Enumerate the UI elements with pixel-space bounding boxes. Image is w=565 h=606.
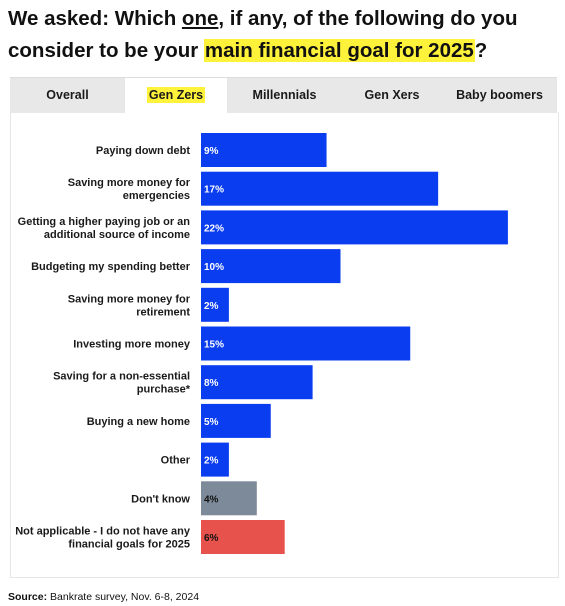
category-label: Paying down debt bbox=[96, 145, 190, 157]
category-label: Saving for a non-essential bbox=[53, 371, 190, 383]
category-label: Don't know bbox=[131, 493, 190, 505]
bar bbox=[201, 326, 411, 361]
bar bbox=[201, 403, 271, 438]
category-label: Other bbox=[161, 455, 191, 467]
bar bbox=[201, 481, 257, 516]
category-label: purchase* bbox=[137, 384, 191, 396]
bar-row: Other 2% bbox=[161, 442, 229, 477]
bar-row: Getting a higher paying job or anadditio… bbox=[18, 210, 508, 245]
source-note: Source: Bankrate survey, Nov. 6-8, 2024 bbox=[8, 591, 200, 603]
data-label: 8% bbox=[204, 378, 219, 389]
bar bbox=[201, 249, 341, 284]
tab-overall[interactable]: Overall bbox=[46, 88, 89, 102]
category-label: additional source of income bbox=[44, 229, 190, 241]
bar-row: Budgeting my spending better 10% bbox=[31, 249, 341, 284]
data-label: 17% bbox=[204, 185, 224, 196]
data-label: 15% bbox=[204, 340, 224, 351]
category-label: Not applicable - I do not have any bbox=[15, 526, 191, 538]
title-underlined-word: one bbox=[181, 7, 219, 30]
bar-row: Don't know 4% bbox=[131, 481, 257, 516]
data-label: 2% bbox=[204, 456, 219, 467]
category-label: Budgeting my spending better bbox=[31, 261, 191, 273]
data-label: 6% bbox=[204, 533, 219, 544]
bar-row: Investing more money 15% bbox=[73, 326, 411, 361]
bar-row: Buying a new home 5% bbox=[87, 403, 271, 438]
category-label: Investing more money bbox=[73, 339, 191, 351]
bar bbox=[201, 287, 229, 322]
bar bbox=[201, 210, 508, 245]
tab-millennials[interactable]: Millennials bbox=[252, 88, 317, 102]
data-label: 22% bbox=[204, 223, 224, 234]
bar-chart: Paying down debt 9%Saving more money fore… bbox=[15, 133, 508, 554]
category-label: financial goals for 2025 bbox=[68, 539, 190, 551]
category-label: Getting a higher paying job or an bbox=[18, 216, 191, 228]
tab-gen-zers[interactable]: Gen Zers bbox=[125, 78, 227, 113]
category-label: Saving more money for bbox=[68, 177, 191, 189]
chart-title: We asked: Which one, if any, of the foll… bbox=[8, 7, 518, 62]
data-label: 4% bbox=[204, 494, 219, 505]
category-label: Buying a new home bbox=[87, 416, 190, 428]
category-label: emergencies bbox=[123, 190, 190, 202]
category-label: Saving more money for bbox=[68, 293, 191, 305]
generation-tabs: Overall Gen Zers Millennials Gen Xers Ba… bbox=[10, 77, 557, 113]
chart-panel: Paying down debt 9% Saving more money for e… bbox=[10, 112, 559, 578]
tab-gen-xers[interactable]: Gen Xers bbox=[364, 88, 420, 102]
bar bbox=[201, 442, 229, 477]
bar-row: Not applicable - I do not have anyfinanc… bbox=[15, 520, 285, 554]
title-highlight: main financial goal for 2025 bbox=[203, 39, 475, 62]
data-label: 9% bbox=[204, 146, 219, 157]
data-label: 10% bbox=[204, 262, 224, 273]
bar bbox=[201, 520, 285, 554]
bar bbox=[201, 171, 439, 206]
category-label: retirement bbox=[136, 306, 190, 318]
bar bbox=[201, 365, 313, 400]
tab-baby-boomers[interactable]: Baby boomers bbox=[456, 88, 543, 102]
bar bbox=[201, 133, 327, 167]
data-label: 2% bbox=[204, 301, 219, 312]
bar-row: Paying down debt 9% bbox=[96, 133, 327, 167]
data-label: 5% bbox=[204, 417, 219, 428]
